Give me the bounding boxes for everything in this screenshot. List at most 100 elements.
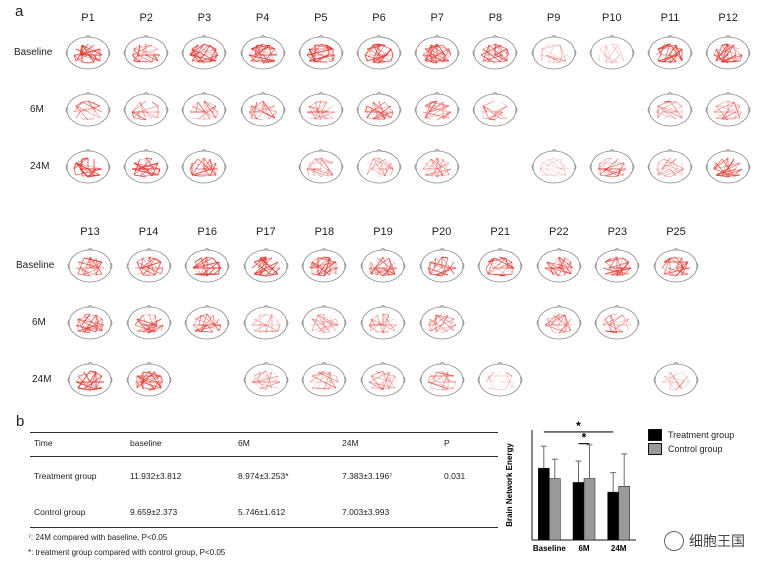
- timepoint-label: Baseline: [14, 47, 53, 58]
- brain-network-head: [359, 248, 407, 284]
- patient-label: P5: [314, 12, 328, 24]
- table-cell: 7.003±3.993: [342, 507, 390, 517]
- brain-network-head: [413, 92, 461, 128]
- brain-network-head: [125, 305, 173, 341]
- table-cell: 0.031: [444, 471, 466, 481]
- table-header-cell: Time: [34, 438, 53, 448]
- bar: [583, 478, 596, 541]
- table-note: *: treatment group compared with control…: [28, 548, 226, 557]
- legend-label: Control group: [668, 444, 723, 454]
- brain-network-head: [242, 362, 290, 398]
- patient-label: P13: [80, 226, 100, 238]
- watermark: 细胞王国: [664, 531, 745, 551]
- timepoint-label: 24M: [32, 374, 52, 385]
- brain-network-head: [122, 35, 170, 71]
- significance-marker: *: [582, 431, 587, 445]
- patient-label: P10: [602, 12, 622, 24]
- patient-label: P6: [372, 12, 386, 24]
- bar: [607, 491, 619, 541]
- table-header-rule: [30, 456, 498, 457]
- legend-item-control: Control group: [648, 442, 734, 456]
- brain-network-head: [180, 92, 228, 128]
- patient-label: P19: [373, 226, 393, 238]
- patient-label: P1: [81, 12, 95, 24]
- bar: [549, 478, 561, 541]
- table-header-cell: 6M: [238, 438, 250, 448]
- brain-network-head: [355, 35, 403, 71]
- chart-legend: Treatment group Control group: [648, 428, 734, 456]
- table-cell: 5.746±1.612: [238, 507, 286, 517]
- brain-network-head: [300, 305, 348, 341]
- table-cell: 8.974±3.253*: [238, 471, 289, 481]
- patient-label: P21: [490, 226, 510, 238]
- patient-label: P16: [197, 226, 217, 238]
- panel-b-label: b: [16, 413, 25, 430]
- bar: [618, 486, 630, 541]
- brain-network-head: [122, 149, 170, 185]
- brain-network-head: [180, 35, 228, 71]
- brain-network-head: [242, 248, 290, 284]
- brain-network-head: [180, 149, 228, 185]
- brain-network-head: [125, 248, 173, 284]
- brain-network-head: [588, 35, 636, 71]
- brain-network-head: [652, 248, 700, 284]
- brain-network-head: [530, 35, 578, 71]
- brain-network-head: [239, 92, 287, 128]
- patient-label: P25: [666, 226, 686, 238]
- table-row: Control group 9.659±2.373 5.746±1.612 7.…: [30, 507, 498, 521]
- brain-network-head: [593, 305, 641, 341]
- x-tick-label: 24M: [611, 544, 627, 553]
- brain-network-head: [418, 305, 466, 341]
- brain-network-head: [588, 149, 636, 185]
- table-header-cell: 24M: [342, 438, 359, 448]
- brain-network-head: [64, 35, 112, 71]
- table-bottom-rule: [30, 527, 498, 528]
- brain-network-head: [359, 305, 407, 341]
- brain-network-head: [476, 248, 524, 284]
- brain-network-head: [66, 248, 114, 284]
- brain-network-head: [593, 248, 641, 284]
- patient-label: P18: [314, 226, 335, 238]
- panel-a-label: a: [15, 3, 24, 20]
- timepoint-label: 24M: [30, 161, 50, 172]
- brain-network-head: [297, 92, 345, 128]
- timepoint-label: 6M: [30, 104, 44, 115]
- brain-network-head: [355, 92, 403, 128]
- table-cell: Control group: [34, 507, 86, 517]
- brain-network-head: [66, 362, 114, 398]
- brain-network-head: [418, 362, 466, 398]
- brain-network-head: [704, 35, 752, 71]
- brain-network-head: [530, 149, 578, 185]
- brain-network-head: [239, 35, 287, 71]
- table-header-cell: baseline: [130, 438, 162, 448]
- brain-network-head: [704, 92, 752, 128]
- table-header-row: Time baseline 6M 24M P: [30, 438, 498, 452]
- table-cell: 9.659±2.373: [130, 507, 178, 517]
- brain-network-head: [183, 248, 231, 284]
- patient-label: P20: [431, 226, 452, 238]
- patient-label: P9: [546, 12, 561, 24]
- brain-network-head: [297, 149, 345, 185]
- brain-network-head: [355, 149, 403, 185]
- patient-label: P12: [718, 12, 738, 24]
- brain-network-head: [300, 248, 348, 284]
- brain-network-head: [300, 362, 348, 398]
- patient-label: P7: [430, 12, 444, 24]
- brain-network-head: [64, 149, 112, 185]
- patient-label: P3: [197, 12, 212, 24]
- timepoint-label: 6M: [32, 317, 46, 328]
- patient-label: P23: [607, 226, 628, 238]
- table-cell: 7.383±3.196⁷: [342, 471, 393, 481]
- legend-swatch-treatment: [648, 429, 662, 441]
- brain-network-head: [183, 305, 231, 341]
- table-cell: Treatment group: [34, 471, 97, 481]
- brain-network-head: [413, 149, 461, 185]
- brain-network-head: [66, 305, 114, 341]
- brain-network-head: [297, 35, 345, 71]
- bar: [572, 482, 585, 541]
- table-note: ⁷: 24M compared with baseline, P<0.05: [28, 533, 168, 542]
- brain-network-head: [646, 35, 694, 71]
- brain-network-head: [122, 92, 170, 128]
- brain-network-head: [242, 305, 290, 341]
- x-tick-label: Baseline: [533, 544, 566, 553]
